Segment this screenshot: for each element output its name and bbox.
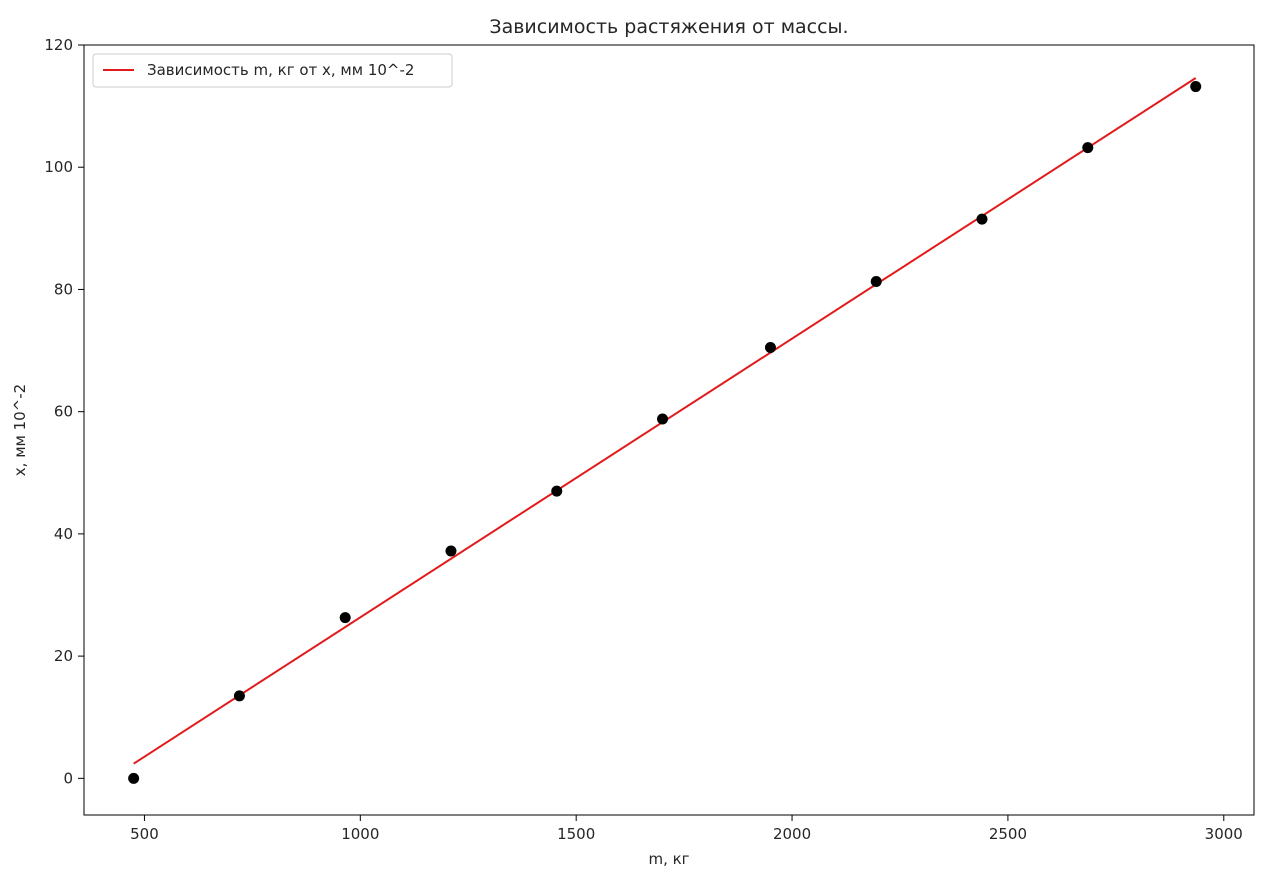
data-point — [1190, 81, 1202, 93]
x-axis-label: m, кг — [648, 850, 689, 868]
data-point — [128, 772, 140, 784]
data-point — [1082, 142, 1094, 154]
legend: Зависимость m, кг от x, мм 10^-2 — [92, 53, 453, 88]
points-layer — [128, 81, 1202, 784]
y-tick-label: 20 — [54, 647, 73, 665]
y-tick-label: 100 — [44, 158, 73, 176]
chart-title: Зависимость растяжения от массы. — [489, 16, 848, 38]
data-point — [551, 485, 563, 497]
y-axis: 0 20 40 60 80 100 120 — [44, 36, 84, 787]
y-tick-label: 80 — [54, 280, 73, 298]
x-tick-label: 2000 — [773, 825, 811, 843]
y-axis-label: x, мм 10^-2 — [11, 384, 29, 476]
x-axis: 500 1000 1500 2000 2500 3000 — [130, 815, 1243, 843]
plot-area — [83, 44, 1255, 816]
legend-box — [92, 53, 453, 88]
x-tick-label: 2500 — [989, 825, 1027, 843]
y-tick-label: 120 — [44, 36, 73, 54]
data-point — [976, 213, 988, 225]
data-point — [339, 612, 351, 624]
data-point — [764, 342, 776, 353]
data-point — [233, 690, 245, 702]
x-tick-label: 3000 — [1205, 825, 1243, 843]
data-point — [445, 545, 457, 557]
x-tick-label: 1000 — [341, 825, 379, 843]
data-point — [657, 413, 669, 425]
y-tick-label: 40 — [54, 525, 73, 543]
y-tick-label: 60 — [54, 403, 73, 421]
legend-label: Зависимость m, кг от x, мм 10^-2 — [147, 61, 414, 79]
data-point — [870, 276, 882, 287]
y-tick-label: 0 — [63, 769, 73, 787]
x-tick-label: 500 — [130, 825, 159, 843]
x-tick-label: 1500 — [557, 825, 595, 843]
